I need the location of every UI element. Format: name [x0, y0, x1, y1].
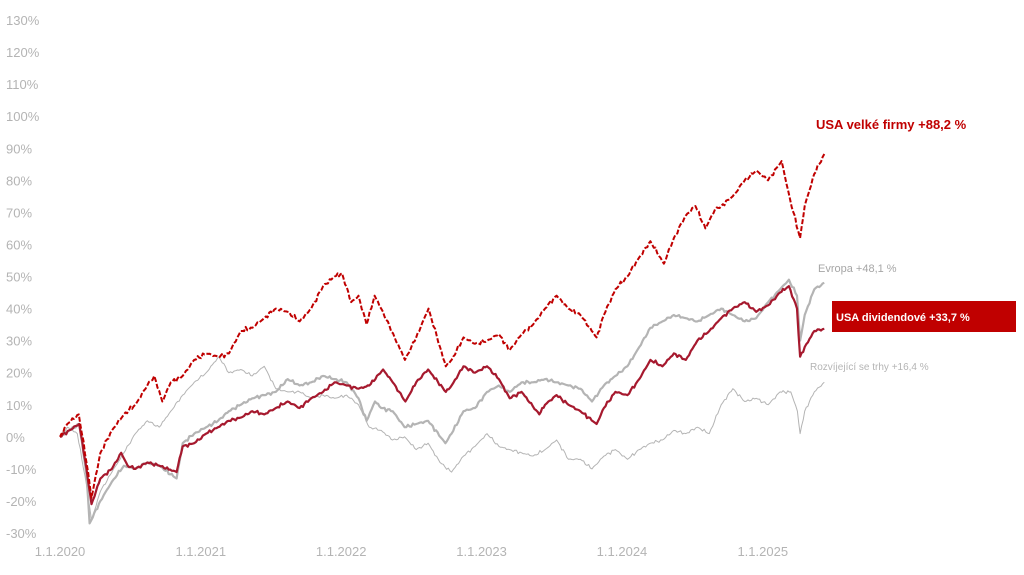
x-tick-label: 1.1.2024 [597, 544, 648, 559]
label-usa-large-caps: USA velké firmy +88,2 % [816, 117, 967, 132]
y-tick-label: 100% [6, 109, 40, 124]
series-line-emerging-markets [59, 356, 825, 521]
x-tick-label: 1.1.2021 [175, 544, 226, 559]
x-tick-label: 1.1.2025 [737, 544, 788, 559]
y-tick-label: 90% [6, 141, 32, 156]
y-tick-label: 0% [6, 430, 25, 445]
y-tick-label: 60% [6, 237, 32, 252]
series-labels: USA velké firmy +88,2 % Evropa +48,1 % U… [810, 117, 1016, 373]
y-tick-label: 30% [6, 334, 32, 349]
y-tick-label: 50% [6, 270, 32, 285]
y-tick-label: 80% [6, 173, 32, 188]
y-axis: 130% 120% 110% 100% 90% 80% 70% 60% 50% 40% 30% 20%… [6, 13, 40, 541]
series-line-usa-dividend [59, 285, 825, 506]
series-layer [59, 153, 826, 525]
x-tick-label: 1.1.2020 [35, 544, 86, 559]
x-tick-label: 1.1.2023 [456, 544, 507, 559]
label-europe: Evropa +48,1 % [818, 263, 897, 275]
x-tick-label: 1.1.2022 [316, 544, 367, 559]
y-tick-label: 110% [6, 77, 39, 92]
y-tick-label: 130% [6, 13, 40, 28]
series-line-europe [59, 278, 825, 525]
y-tick-label: 10% [6, 398, 32, 413]
y-tick-label: -10% [6, 462, 37, 477]
y-tick-label: 120% [6, 45, 40, 60]
usa-dividend-label-box [832, 301, 1016, 332]
y-tick-label: 40% [6, 302, 32, 317]
label-usa-dividend: USA dividendové +33,7 % [836, 312, 970, 324]
y-tick-label: 20% [6, 366, 32, 381]
y-tick-label: -20% [6, 494, 37, 509]
series-line-usa-large-caps [59, 153, 826, 499]
y-tick-label: 70% [6, 205, 32, 220]
x-axis: 1.1.2020 1.1.2021 1.1.2022 1.1.2023 1.1.2024… [35, 544, 788, 559]
y-tick-label: -30% [6, 526, 37, 541]
label-emerging-markets: Rozvíjející se trhy +16,4 % [810, 362, 929, 373]
